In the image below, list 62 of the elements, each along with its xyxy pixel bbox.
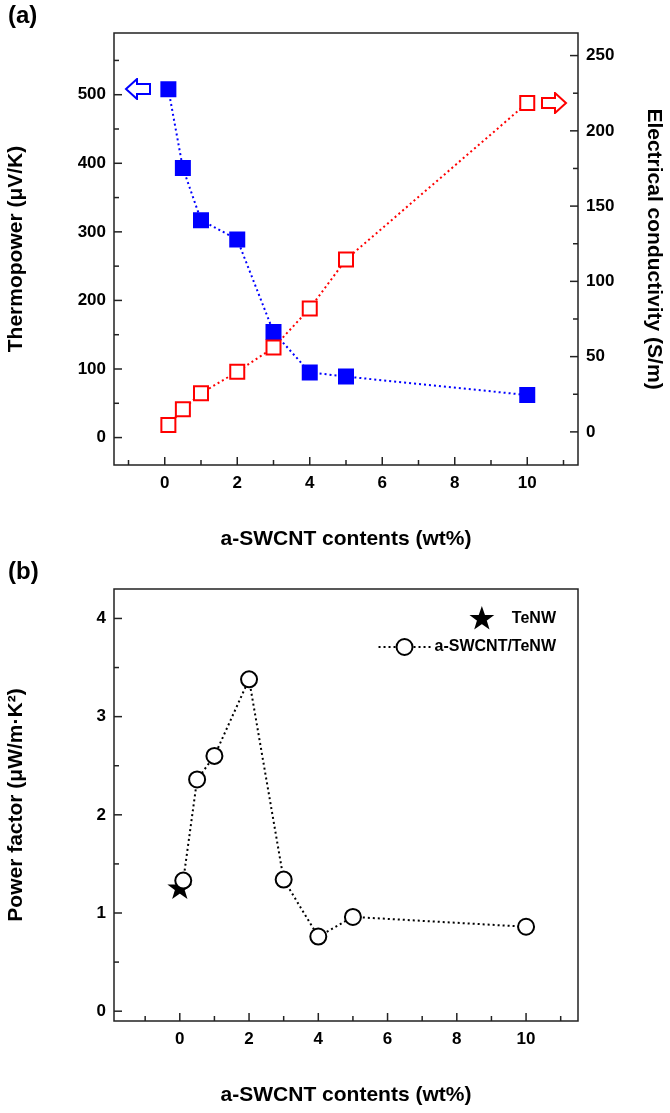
point [265,339,282,356]
y-tick-label: 1 [96,902,106,922]
point [338,368,354,385]
x-tick-label: 0 [160,472,170,492]
x-axis-title: a-SWCNT contents (wt%) [220,526,472,550]
point [193,212,209,229]
point [338,251,354,268]
point [240,670,259,689]
legend-label: a-SWCNT/TeNW [434,637,557,655]
x-tick-label: 8 [452,1028,462,1048]
y2-tick-label: 200 [586,120,615,140]
chart-title: (a) [8,0,38,28]
point [343,907,362,926]
x-tick-label: 2 [232,472,242,492]
x-tick-label: 2 [244,1028,254,1048]
y-tick-label: 3 [96,706,106,726]
y-tick-label: 100 [77,358,106,378]
point [160,81,177,98]
point [160,417,177,434]
y2-axis-title: Electrical conductivity (S/m) [643,108,667,390]
x-tick-label: 10 [516,1028,536,1048]
point [193,385,209,402]
x-axis-title: a-SWCNT contents (wt%) [220,1082,472,1106]
x-tick-label: 8 [450,472,460,492]
y-tick-label: 4 [96,608,107,628]
point [519,387,536,404]
point [301,364,318,381]
point [309,927,328,946]
x-tick-label: 10 [517,472,537,492]
y2-tick-label: 100 [586,271,615,291]
y-tick-label: 0 [96,427,106,447]
point [519,94,536,111]
x-tick-label: 0 [175,1028,185,1048]
x-tick-label: 6 [377,472,387,492]
point [205,746,224,765]
y-axis-title: Thermopower (μV/K) [3,145,27,353]
y-tick-label: 300 [77,221,106,241]
legend-label: TeNW [511,609,557,627]
x-tick-label: 4 [313,1028,324,1048]
point [229,363,246,380]
x-tick-label: 6 [382,1028,393,1048]
point [174,160,191,177]
y-tick-label: 200 [77,290,106,310]
point [301,300,318,317]
point [517,917,536,936]
point [174,401,191,418]
point [188,770,207,789]
y-tick-label: 2 [96,804,106,824]
y2-tick-label: 150 [586,195,615,215]
point [174,871,193,890]
point [229,231,246,248]
y-tick-label: 400 [77,152,106,172]
point [274,870,293,889]
y2-tick-label: 0 [586,421,596,441]
y2-tick-label: 50 [586,346,605,366]
x-tick-label: 4 [305,472,316,492]
y-tick-label: 0 [96,1000,106,1020]
point [265,323,282,340]
chart-title: (b) [8,556,39,584]
y-axis-title: Power factor (μW/m·K²) [3,688,27,922]
y2-tick-label: 250 [586,45,615,65]
y-tick-label: 500 [77,84,106,104]
